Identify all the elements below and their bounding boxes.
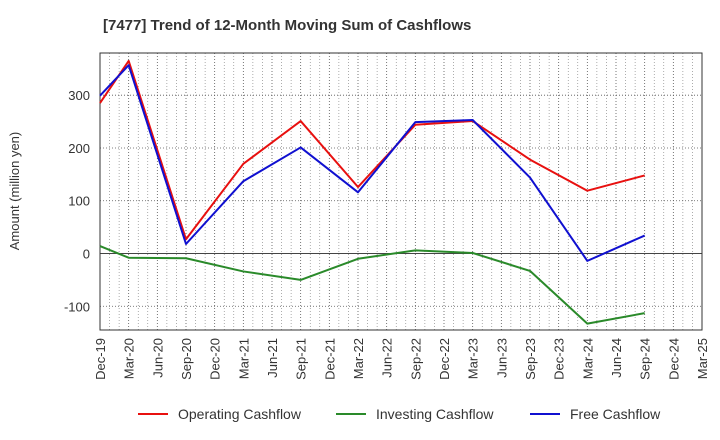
x-tick-label: Dec-22 (437, 338, 452, 380)
x-tick-label: Sep-20 (179, 338, 194, 380)
chart-title: [7477] Trend of 12-Month Moving Sum of C… (103, 17, 471, 34)
operating-cashflow-line (99, 59, 645, 241)
x-tick-label: Sep-22 (408, 338, 423, 380)
legend-label-investing-cashflow: Investing Cashflow (376, 406, 494, 422)
x-tick-label: Dec-23 (552, 338, 567, 380)
x-tick-label: Mar-22 (351, 338, 366, 379)
x-tick-label: Dec-19 (93, 338, 108, 380)
plot-background (100, 53, 702, 330)
x-tick-label: Mar-24 (580, 338, 595, 379)
x-tick-label: Jun-22 (380, 338, 395, 378)
x-tick-label: Jun-21 (265, 338, 280, 378)
legend-label-free-cashflow: Free Cashflow (570, 406, 661, 422)
x-tick-label: Mar-21 (236, 338, 251, 379)
legend-label-operating-cashflow: Operating Cashflow (178, 406, 302, 422)
x-tick-label: Jun-24 (609, 338, 624, 378)
legend: Operating Cashflow Investing Cashflow Free… (138, 406, 661, 422)
x-tick-label: Jun-20 (150, 338, 165, 378)
x-tick-label: Sep-21 (294, 338, 309, 380)
plot-area: -100 0 100 200 300 Dec-19 Mar-20 Jun-20 Sep-20 De… (64, 52, 710, 380)
x-tick-label: Jun-23 (494, 338, 509, 378)
y-tick-label: 300 (68, 88, 90, 103)
x-tick-label: Mar-25 (695, 338, 710, 379)
x-tick-label: Dec-24 (666, 338, 681, 380)
y-axis-label: Amount (million yen) (7, 132, 22, 251)
y-tick-label: 100 (68, 194, 90, 209)
x-tick-label: Dec-20 (208, 338, 223, 380)
investing-cashflow-line (99, 245, 645, 325)
plot-frame (99, 52, 703, 331)
x-tick-label: Sep-23 (523, 338, 538, 380)
x-tick-label: Dec-21 (322, 338, 337, 380)
y-tick-label: 200 (68, 141, 90, 156)
y-tick-label: -100 (64, 299, 90, 314)
x-tick-label: Mar-23 (466, 338, 481, 379)
x-tick-label: Sep-24 (638, 338, 653, 380)
y-tick-label: 0 (83, 246, 90, 261)
x-tick-label: Mar-20 (122, 338, 137, 379)
free-cashflow-line (99, 64, 646, 262)
